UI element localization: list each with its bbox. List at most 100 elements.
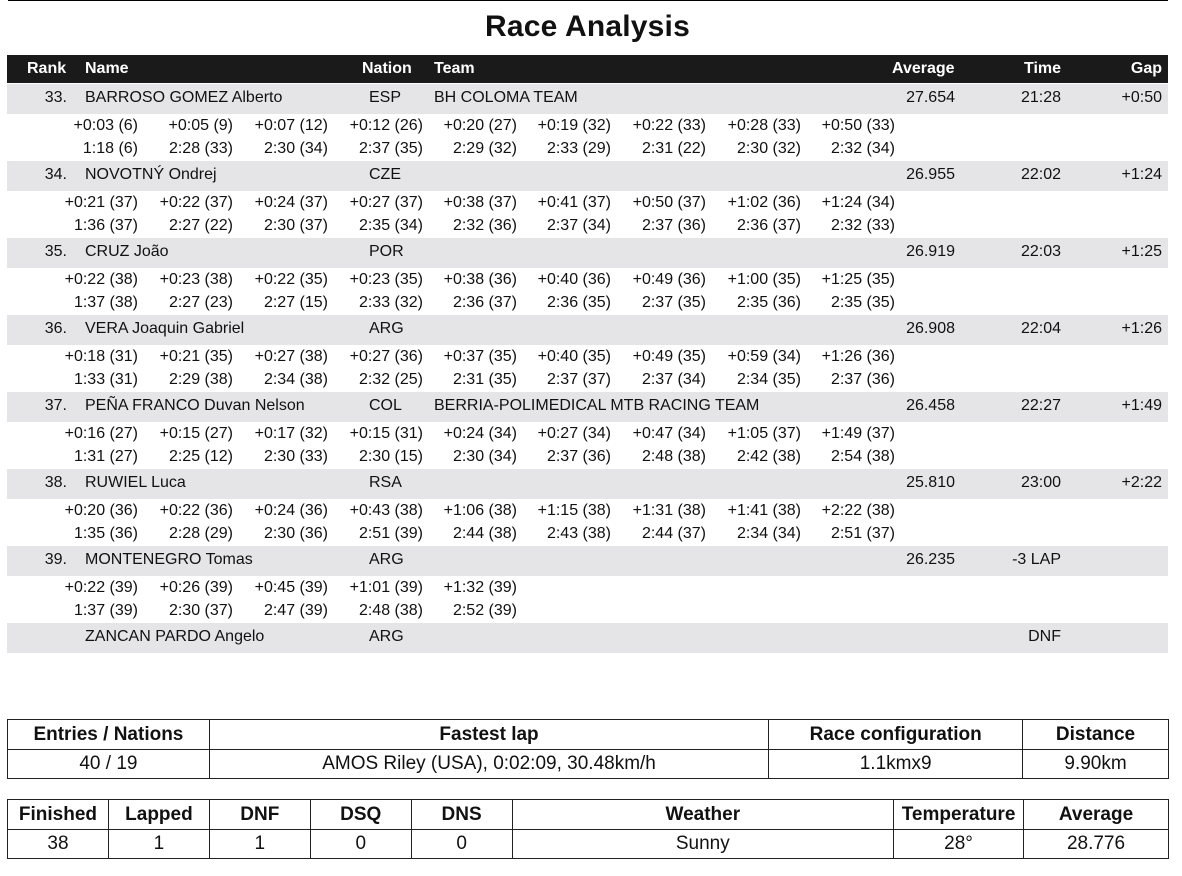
summary-header-fastest-lap: Fastest lap <box>208 719 770 750</box>
lap-time-line: 1:18 (6) 2:28 (33) 2:30 (34) 2:37 (35) 2:29 … <box>7 140 1168 162</box>
rider-summary-band: ZANCAN PARDO Angelo ARG DNF <box>7 623 1168 653</box>
lap-time-cell: 2:37 (36) <box>546 448 611 465</box>
split-gap-cell: +1:49 (37) <box>821 425 895 442</box>
lap-time-cell: 2:31 (35) <box>452 371 517 388</box>
split-gap-cell: +0:07 (12) <box>254 117 328 134</box>
header-nation: Nation <box>362 60 412 77</box>
lap-time-cell: 2:27 (23) <box>168 294 233 311</box>
summary-value-finished: 38 <box>7 829 109 859</box>
split-gap-cell: +0:27 (37) <box>349 194 423 211</box>
split-gap-cell: +0:18 (31) <box>64 348 138 365</box>
lap-time-cell: 2:44 (38) <box>452 525 517 542</box>
rider-nation: CZE <box>369 166 401 183</box>
rider-average: 25.810 <box>906 474 955 491</box>
rider-average: 27.654 <box>906 89 955 106</box>
lap-time-cell: 2:37 (35) <box>641 294 706 311</box>
lap-time-cell: 2:52 (39) <box>452 602 517 619</box>
rider-row: 34. NOVOTNÝ Ondrej CZE 26.955 22:02 +1:24 +0:2… <box>7 161 1168 238</box>
split-gap-cell: +0:50 (33) <box>821 117 895 134</box>
lap-time-cell: 2:35 (35) <box>830 294 895 311</box>
lap-time-cell: 2:28 (29) <box>168 525 233 542</box>
rider-summary-band: 34. NOVOTNÝ Ondrej CZE 26.955 22:02 +1:24 <box>7 161 1168 191</box>
rider-row: 38. RUWIEL Luca RSA 25.810 23:00 +2:22 +0:20 (… <box>7 469 1168 546</box>
lap-time-cell: 2:30 (32) <box>736 140 801 157</box>
rider-name: CRUZ João <box>85 243 169 260</box>
rider-row: ZANCAN PARDO Angelo ARG DNF <box>7 623 1168 700</box>
split-gap-cell: +0:21 (35) <box>159 348 233 365</box>
split-gap-line: +0:21 (37) +0:22 (37) +0:24 (37) +0:27 (37)… <box>7 194 1168 216</box>
split-gap-cell: +1:26 (36) <box>821 348 895 365</box>
summary-header-dns: DNS <box>410 799 513 830</box>
rider-summary-band: 33. BARROSO GOMEZ Alberto ESP BH COLOMA TEA… <box>7 84 1168 114</box>
lap-time-cell: 2:32 (33) <box>830 217 895 234</box>
rider-name: VERA Joaquin Gabriel <box>85 320 245 337</box>
split-gap-cell: +0:05 (9) <box>168 117 233 134</box>
rider-gap: +2:22 <box>1121 474 1162 491</box>
split-gap-cell: +0:24 (36) <box>254 502 328 519</box>
split-gap-line: +0:18 (31) +0:21 (35) +0:27 (38) +0:27 (36)… <box>7 348 1168 370</box>
lap-time-cell: 2:37 (36) <box>641 217 706 234</box>
lap-time-cell: 1:37 (39) <box>73 602 138 619</box>
rider-gap: +1:24 <box>1121 166 1162 183</box>
rider-gap: +0:50 <box>1121 89 1162 106</box>
lap-time-cell: 2:28 (33) <box>168 140 233 157</box>
split-gap-cell: +0:15 (27) <box>159 425 233 442</box>
lap-time-cell: 2:37 (36) <box>830 371 895 388</box>
rider-lap-splits: +0:03 (6) +0:05 (9) +0:07 (12) +0:12 (26) +0… <box>7 117 1168 161</box>
split-gap-line: +0:22 (38) +0:23 (38) +0:22 (35) +0:23 (35)… <box>7 271 1168 293</box>
rider-time: 22:04 <box>1020 320 1061 337</box>
rider-lap-splits: +0:22 (38) +0:23 (38) +0:22 (35) +0:23 (35)… <box>7 271 1168 315</box>
split-gap-cell: +1:01 (39) <box>349 579 423 596</box>
split-gap-cell: +0:27 (36) <box>349 348 423 365</box>
summary-table-results: Finished Lapped DNF DSQ DNS Weather Temp… <box>7 799 1169 859</box>
rider-rank: 37. <box>44 397 67 414</box>
header-team: Team <box>434 60 475 77</box>
summary-value-weather: Sunny <box>511 829 895 859</box>
lap-time-cell: 2:51 (39) <box>358 525 423 542</box>
lap-time-cell: 2:33 (32) <box>358 294 423 311</box>
rider-time: 22:03 <box>1020 243 1061 260</box>
lap-time-cell: 1:33 (31) <box>73 371 138 388</box>
split-gap-cell: +0:38 (36) <box>443 271 517 288</box>
rider-average: 26.908 <box>906 320 955 337</box>
split-gap-cell: +0:27 (34) <box>537 425 611 442</box>
rider-average: 26.458 <box>906 397 955 414</box>
split-gap-cell: +2:22 (38) <box>821 502 895 519</box>
split-gap-cell: +0:59 (34) <box>727 348 801 365</box>
lap-time-cell: 1:31 (27) <box>73 448 138 465</box>
lap-time-cell: 2:27 (22) <box>168 217 233 234</box>
rider-name: BARROSO GOMEZ Alberto <box>85 89 283 106</box>
lap-time-cell: 2:34 (34) <box>736 525 801 542</box>
rider-summary-band: 35. CRUZ João POR 26.919 22:03 +1:25 <box>7 238 1168 268</box>
split-gap-cell: +0:45 (39) <box>254 579 328 596</box>
lap-time-cell: 2:31 (22) <box>641 140 706 157</box>
rider-lap-splits: +0:16 (27) +0:15 (27) +0:17 (32) +0:15 (31)… <box>7 425 1168 469</box>
summary-value-entries: 40 / 19 <box>7 749 210 779</box>
lap-time-cell: 2:30 (34) <box>452 448 517 465</box>
rider-average: 26.919 <box>906 243 955 260</box>
rider-gap: +1:25 <box>1121 243 1162 260</box>
summary-header-lapped: Lapped <box>107 799 210 830</box>
lap-time-cell: 1:18 (6) <box>82 140 138 157</box>
rider-gap: +1:26 <box>1121 320 1162 337</box>
split-gap-cell: +0:22 (35) <box>254 271 328 288</box>
rider-lap-splits: +0:21 (37) +0:22 (37) +0:24 (37) +0:27 (37)… <box>7 194 1168 238</box>
summary-value-dns: 0 <box>410 829 513 859</box>
rider-team: BH COLOMA TEAM <box>434 89 578 106</box>
lap-time-cell: 2:32 (36) <box>452 217 517 234</box>
split-gap-cell: +0:21 (37) <box>64 194 138 211</box>
lap-time-cell: 2:34 (35) <box>736 371 801 388</box>
split-gap-line: +0:16 (27) +0:15 (27) +0:17 (32) +0:15 (31)… <box>7 425 1168 447</box>
summary-header-dnf: DNF <box>208 799 311 830</box>
split-gap-cell: +0:50 (37) <box>632 194 706 211</box>
split-gap-cell: +0:22 (39) <box>64 579 138 596</box>
summary-value-race-configuration: 1.1kmx9 <box>768 749 1024 779</box>
rider-rank: 34. <box>44 166 67 183</box>
summary-value-dsq: 0 <box>309 829 412 859</box>
split-gap-cell: +0:49 (35) <box>632 348 706 365</box>
split-gap-cell: +0:40 (36) <box>537 271 611 288</box>
summary-header-weather: Weather <box>511 799 895 830</box>
lap-time-line: 1:31 (27) 2:25 (12) 2:30 (33) 2:30 (15) 2:30… <box>7 448 1168 470</box>
rider-rank: 33. <box>44 89 67 106</box>
split-gap-cell: +0:47 (34) <box>632 425 706 442</box>
